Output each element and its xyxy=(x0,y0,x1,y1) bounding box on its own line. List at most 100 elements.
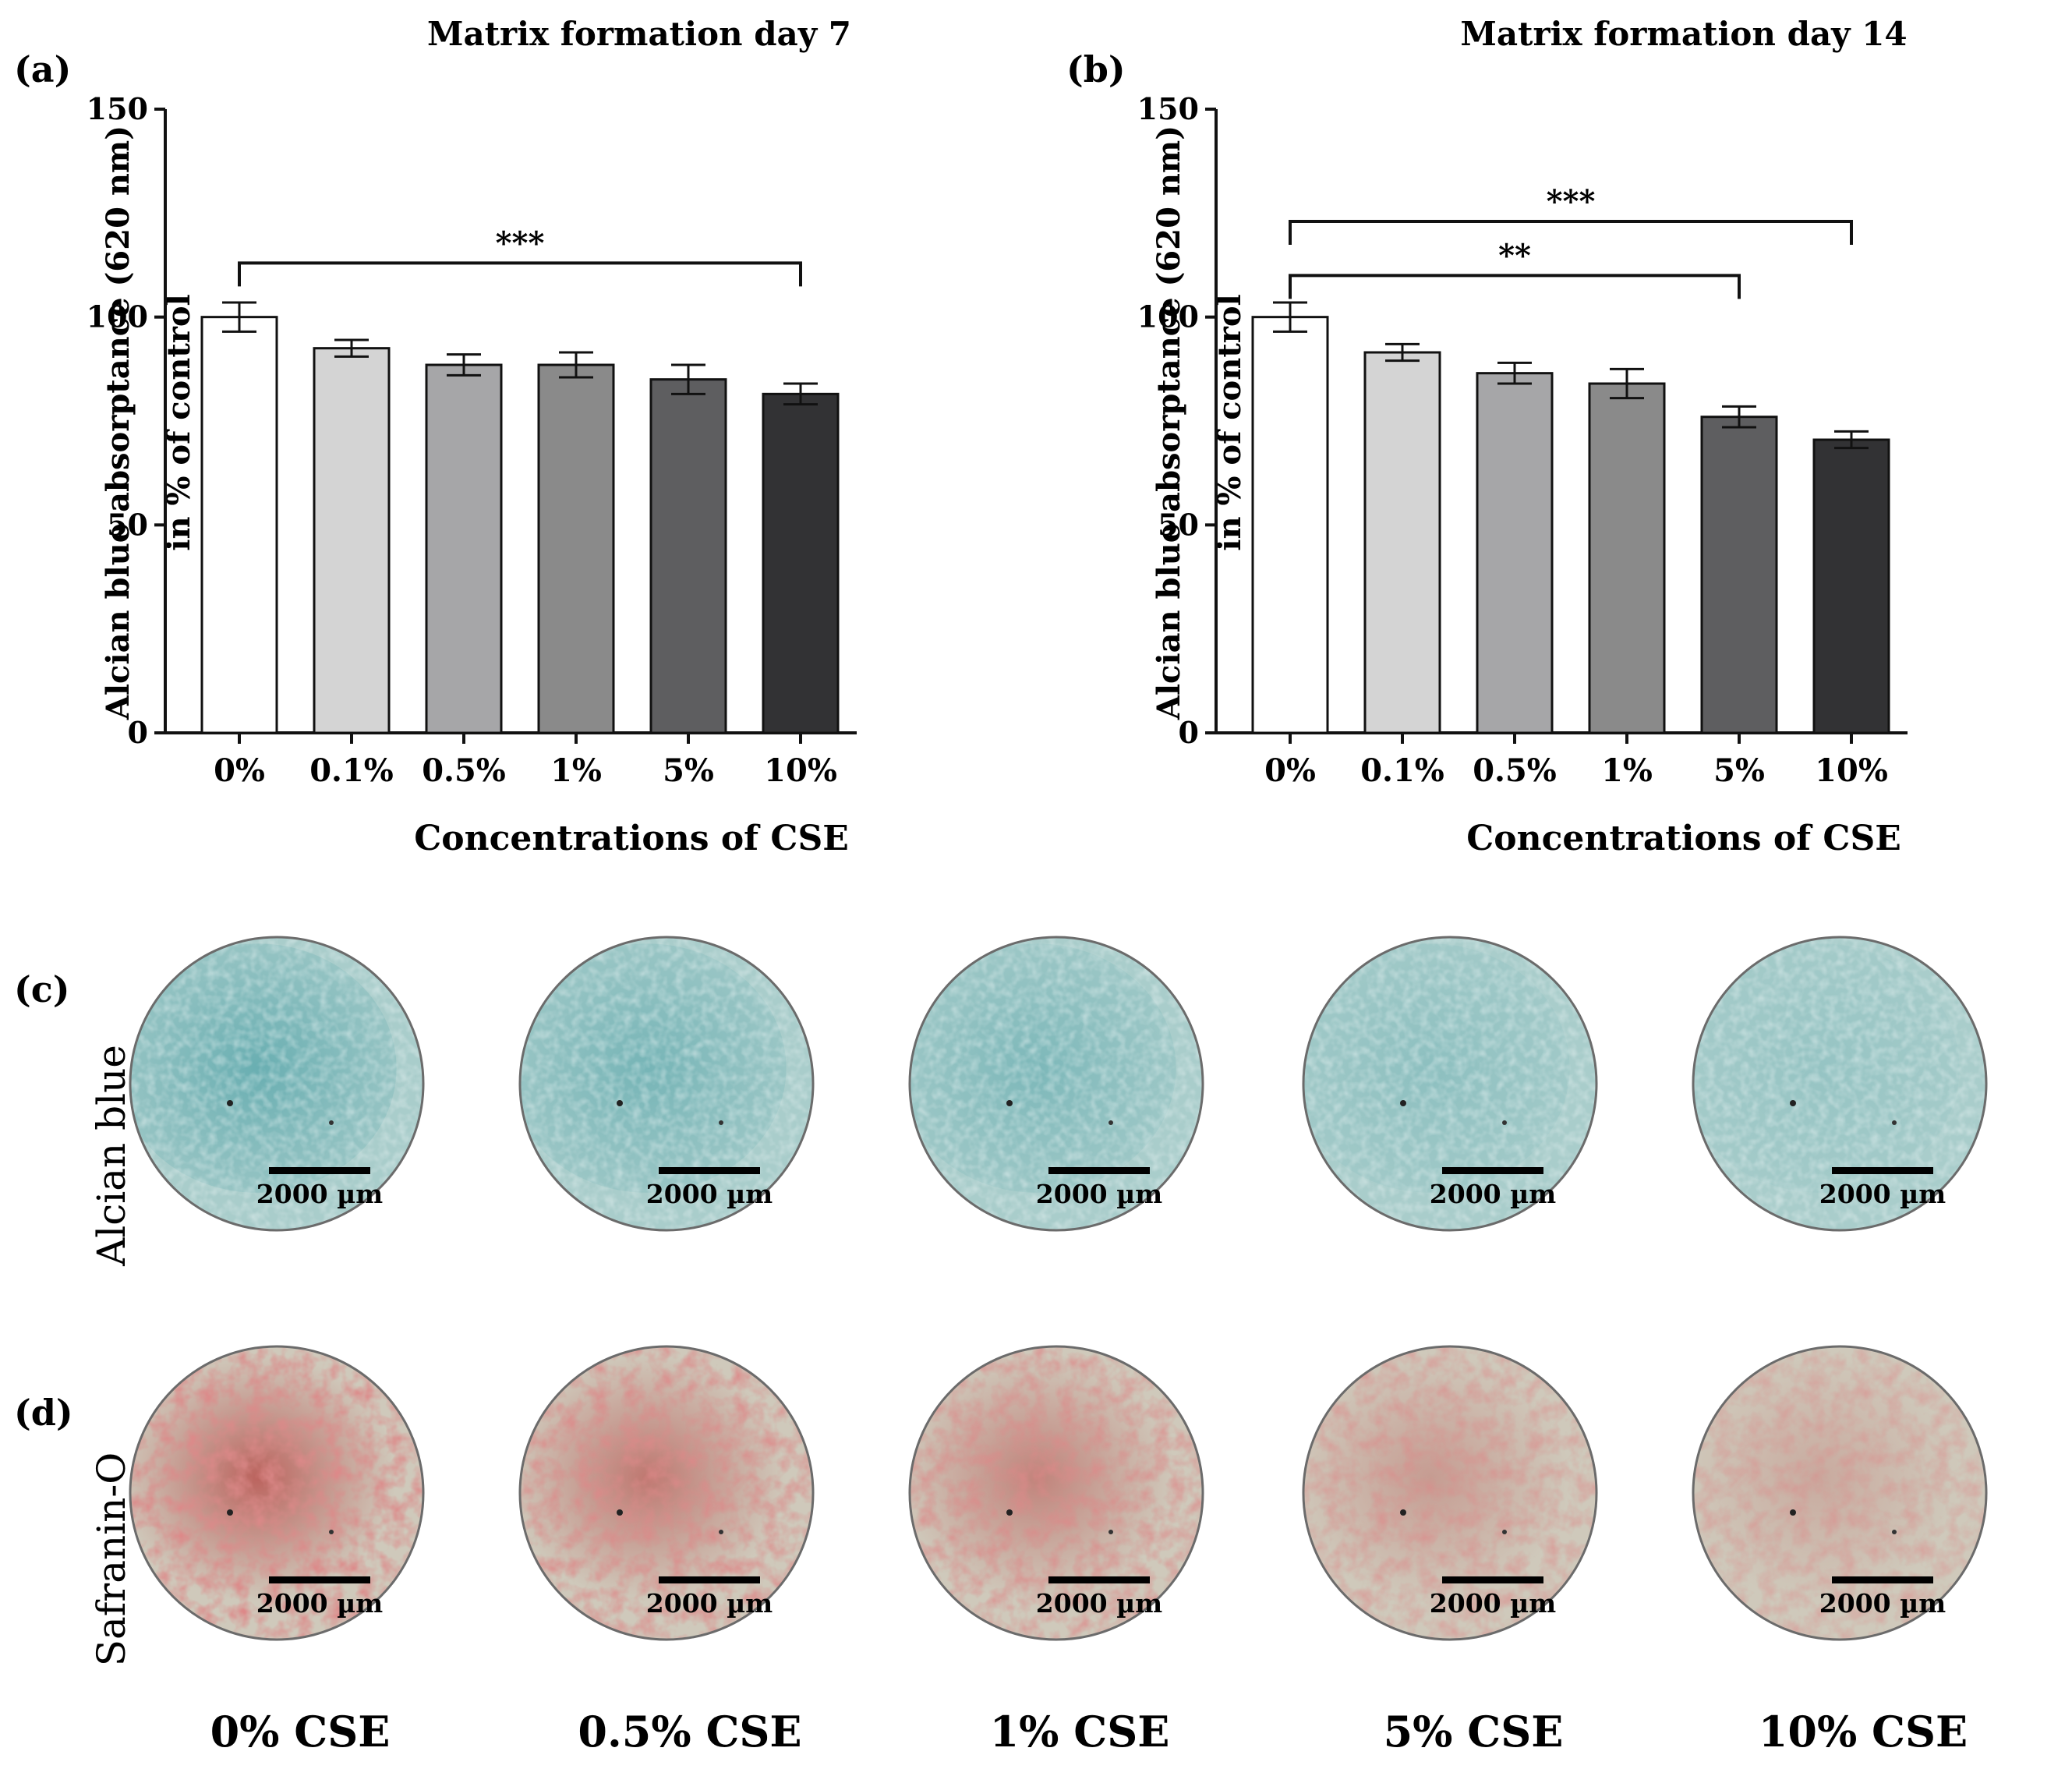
debris-dot xyxy=(1790,1100,1796,1106)
scale-bar-label: 2000 µm xyxy=(1430,1588,1556,1619)
well-rim xyxy=(908,936,1204,1232)
debris-dot xyxy=(1108,1530,1113,1534)
plot-area-a: 0 50 100 150 0% 0.1% 0.5% 1% 5% 10% *** xyxy=(87,91,857,789)
y-tick-label: 150 xyxy=(87,91,148,126)
scale-bar-label: 2000 µm xyxy=(256,1588,383,1619)
scale-bar-label: 2000 µm xyxy=(646,1179,773,1209)
column-label: 10% CSE xyxy=(1759,1707,1968,1757)
micrograph-well: 2000 µm xyxy=(129,936,425,1232)
scale-bar-label: 2000 µm xyxy=(256,1179,383,1209)
significance-label: *** xyxy=(496,225,545,261)
well-rim xyxy=(129,936,425,1232)
bar xyxy=(1812,438,1890,734)
debris-dot xyxy=(1400,1100,1406,1106)
bar xyxy=(425,363,503,734)
well-content xyxy=(910,1346,1203,1640)
bar xyxy=(537,363,615,734)
y-axis-title-a: Alcian blue absorptance (620 nm) in % of… xyxy=(100,126,197,720)
debris-dot xyxy=(1502,1120,1507,1125)
bar xyxy=(1476,372,1554,734)
well-content xyxy=(520,1346,813,1640)
x-tick-label: 10% xyxy=(764,752,837,789)
well-texture xyxy=(130,937,423,1230)
debris-dot xyxy=(617,1509,623,1516)
bar xyxy=(1700,416,1778,734)
x-tick-label: 1% xyxy=(550,752,602,789)
well-texture xyxy=(1693,937,1986,1230)
y-tick-label: 100 xyxy=(1137,299,1199,334)
significance-bracket xyxy=(238,261,802,287)
y-axis-title-line1-a: Alcian blue absorptance (620 nm) xyxy=(100,126,136,720)
well-rim xyxy=(1302,1345,1598,1641)
scale-bar xyxy=(269,1167,370,1174)
column-label: 1% CSE xyxy=(990,1707,1170,1757)
bar xyxy=(762,392,840,734)
column-label: 0% CSE xyxy=(210,1707,391,1757)
well-content xyxy=(1303,937,1596,1230)
well-content xyxy=(1693,1346,1986,1640)
well-content xyxy=(1693,937,1986,1230)
debris-dot xyxy=(1006,1100,1013,1106)
debris-dot xyxy=(1006,1509,1013,1516)
micrograph-well: 2000 µm xyxy=(518,1345,815,1641)
chart-panel-b: (b) Matrix formation day 14 Alcian blue … xyxy=(1066,15,1908,858)
chart-panel-a: (a) Matrix formation day 7 Alcian blue a… xyxy=(14,15,857,858)
x-tick-label: 0% xyxy=(214,752,265,789)
panel-label-a: (a) xyxy=(14,48,71,90)
well-rim xyxy=(518,1345,815,1641)
scale-bar-label: 2000 µm xyxy=(1036,1588,1162,1619)
significance-label: *** xyxy=(1547,183,1596,220)
row-label-alcian-blue: Alcian blue xyxy=(89,1045,134,1267)
micrograph-well: 2000 µm xyxy=(518,936,815,1232)
bar xyxy=(313,347,391,734)
well-texture xyxy=(130,1346,423,1640)
panel-label-c: (c) xyxy=(14,968,70,1010)
well-texture xyxy=(520,1346,813,1640)
x-tick-label: 10% xyxy=(1815,752,1888,789)
chart-title-b: Matrix formation day 14 xyxy=(1460,15,1907,53)
y-tick-label: 50 xyxy=(107,507,148,542)
significance-bracket xyxy=(1289,274,1741,299)
well-texture xyxy=(1693,1346,1986,1640)
scale-bar xyxy=(1442,1167,1543,1174)
well-rim xyxy=(1692,1345,1988,1641)
debris-dot xyxy=(719,1530,723,1534)
x-axis-title-b: Concentrations of CSE xyxy=(1466,819,1901,858)
well-content xyxy=(130,937,423,1230)
column-label: 0.5% CSE xyxy=(578,1707,801,1757)
scale-bar xyxy=(269,1576,370,1583)
well-texture xyxy=(1303,937,1596,1230)
x-tick-label: 5% xyxy=(663,752,714,789)
micrograph-well: 2000 µm xyxy=(908,936,1204,1232)
micrograph-grid: 2000 µm 2000 µm 2000 µm 2000 µm 2000 µm 2000 … xyxy=(129,936,1988,1641)
y-tick-label: 150 xyxy=(1137,91,1199,126)
micrograph-well: 2000 µm xyxy=(1302,1345,1598,1641)
bar xyxy=(200,316,278,734)
bar xyxy=(1251,316,1329,734)
debris-dot xyxy=(227,1509,233,1516)
y-axis-title-line1-b: Alcian blue absorptance (620 nm) xyxy=(1151,126,1187,720)
debris-dot xyxy=(329,1530,334,1534)
well-content xyxy=(910,937,1203,1230)
debris-dot xyxy=(1892,1120,1897,1125)
debris-dot xyxy=(329,1120,334,1125)
debris-dot xyxy=(719,1120,723,1125)
scale-bar xyxy=(659,1576,760,1583)
column-labels: 0% CSE 0.5% CSE 1% CSE 5% CSE 10% CSE xyxy=(210,1707,1968,1757)
well-rim xyxy=(1692,936,1988,1232)
well-rim xyxy=(908,1345,1204,1641)
scale-bar xyxy=(1048,1576,1150,1583)
x-tick-label: 0.5% xyxy=(422,752,506,789)
scale-bar xyxy=(1048,1167,1150,1174)
y-tick-label: 0 xyxy=(128,715,148,750)
well-content xyxy=(1303,1346,1596,1640)
y-axis-title-b: Alcian blue absorptance (620 nm) in % of… xyxy=(1151,126,1248,720)
scale-bar-label: 2000 µm xyxy=(1430,1179,1556,1209)
well-texture xyxy=(910,937,1203,1230)
bar xyxy=(1588,382,1666,734)
debris-dot xyxy=(617,1100,623,1106)
bar xyxy=(649,378,727,734)
significance-bracket xyxy=(1289,220,1853,245)
